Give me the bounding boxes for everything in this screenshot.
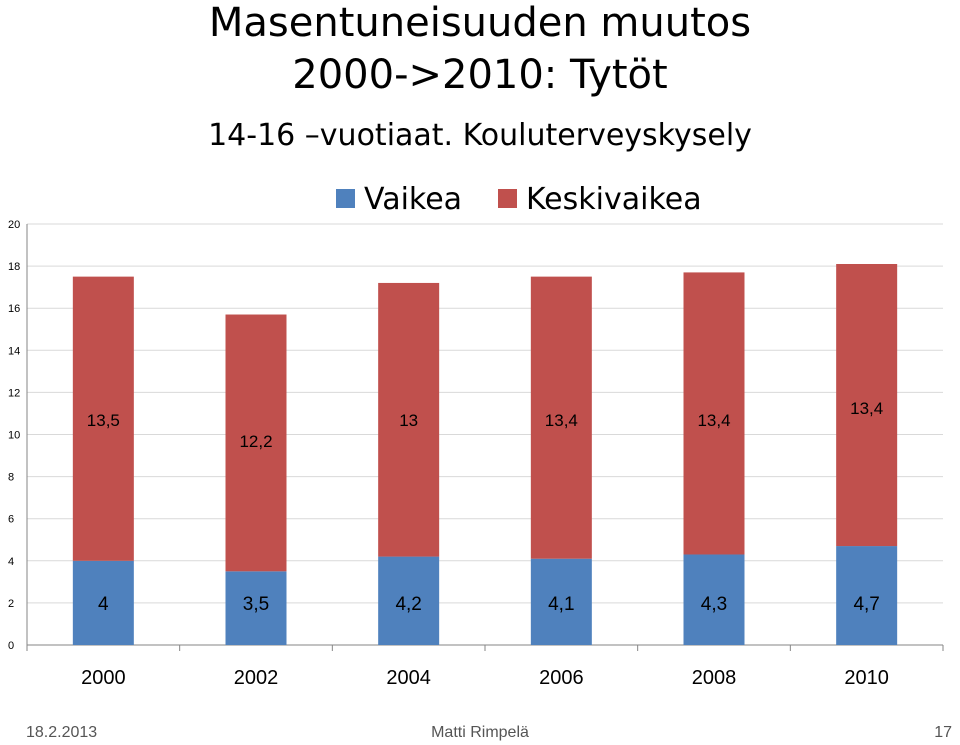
bar-keskivaikea — [72, 276, 134, 561]
x-tick-label: 2002 — [234, 667, 279, 689]
data-label: 4,3 — [701, 594, 727, 615]
data-label: 4,2 — [395, 594, 421, 615]
bar-keskivaikea — [225, 314, 287, 572]
y-tick-label: 8 — [8, 472, 14, 484]
bar-vaikea — [225, 571, 287, 645]
y-tick-label: 6 — [8, 514, 14, 526]
legend-swatch — [336, 189, 355, 208]
bar-vaikea — [378, 556, 440, 645]
bar-vaikea — [530, 558, 592, 645]
y-tick-label: 20 — [8, 219, 20, 231]
x-tick-label: 2000 — [81, 667, 126, 689]
data-label: 12,2 — [239, 432, 272, 451]
footer-date: 18.2.2013 — [26, 724, 98, 741]
bar-keskivaikea — [530, 276, 592, 559]
x-tick-label: 2004 — [386, 667, 431, 689]
y-tick-label: 4 — [8, 556, 14, 568]
legend-swatch — [498, 189, 517, 208]
y-tick-label: 0 — [8, 640, 14, 652]
data-label: 13,4 — [850, 399, 883, 418]
footer-author: Matti Rimpelä — [431, 724, 529, 741]
x-tick-label: 2008 — [692, 667, 737, 689]
bar-keskivaikea — [378, 282, 440, 557]
data-label: 4,7 — [853, 594, 879, 615]
chart-title-line1: Masentuneisuuden muutos — [208, 0, 752, 46]
footer-page-number: 17 — [934, 724, 952, 741]
y-tick-label: 12 — [8, 387, 20, 399]
chart-title-line2: 2000->2010: Tytöt — [292, 52, 668, 98]
data-label: 13,4 — [545, 411, 578, 430]
data-label: 13 — [399, 411, 418, 430]
y-tick-label: 18 — [8, 261, 20, 273]
bar-vaikea — [683, 554, 745, 645]
bar-vaikea — [836, 546, 898, 645]
x-tick-label: 2006 — [539, 667, 584, 689]
y-tick-label: 2 — [8, 598, 14, 610]
y-tick-label: 14 — [8, 345, 20, 357]
data-label: 13,4 — [697, 411, 730, 430]
chart-subtitle: 14-16 –vuotiaat. Kouluterveyskysely — [208, 118, 752, 153]
legend-label: Keskivaikea — [526, 182, 702, 217]
data-label: 4 — [98, 594, 109, 615]
bar-vaikea — [72, 560, 134, 645]
x-tick-label: 2010 — [844, 667, 889, 689]
y-tick-label: 10 — [8, 430, 20, 442]
bar-keskivaikea — [836, 263, 898, 547]
legend-label: Vaikea — [364, 182, 462, 217]
y-tick-label: 16 — [8, 303, 20, 315]
data-label: 13,5 — [87, 411, 120, 430]
data-label: 3,5 — [243, 594, 269, 615]
bar-keskivaikea — [683, 272, 745, 555]
data-label: 4,1 — [548, 594, 574, 615]
